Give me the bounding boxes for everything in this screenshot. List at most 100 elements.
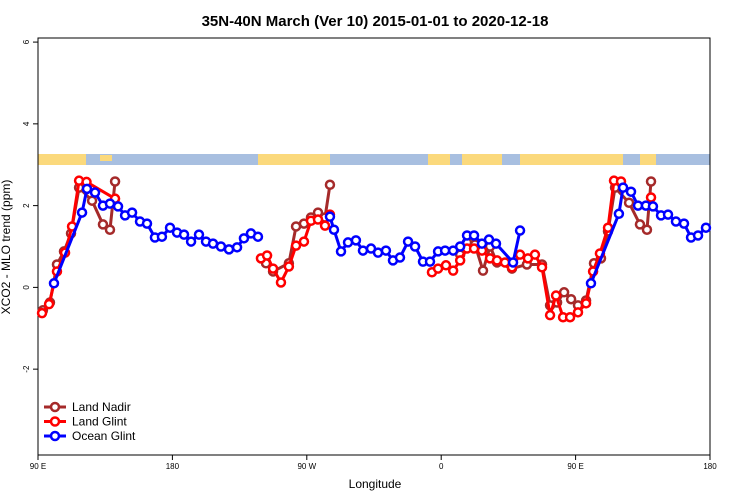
data-point xyxy=(507,257,519,268)
data-point xyxy=(454,255,466,266)
data-point xyxy=(238,233,250,244)
y-tick-label: -2 xyxy=(22,365,31,373)
data-point xyxy=(529,249,541,260)
data-point xyxy=(394,252,406,263)
data-point xyxy=(185,236,197,247)
data-point xyxy=(564,311,576,323)
data-point xyxy=(623,197,635,209)
data-point xyxy=(440,260,452,271)
legend-marker xyxy=(49,430,61,442)
data-point xyxy=(439,245,451,256)
data-point xyxy=(231,242,243,253)
data-point xyxy=(357,245,369,256)
data-point xyxy=(283,261,295,272)
data-point xyxy=(536,262,548,273)
data-point xyxy=(267,263,279,274)
y-tick-label: 4 xyxy=(22,121,31,126)
data-point xyxy=(477,265,489,276)
data-point xyxy=(544,309,556,321)
data-point xyxy=(645,176,657,187)
data-point xyxy=(647,201,659,212)
data-point xyxy=(109,176,121,187)
data-point xyxy=(252,231,264,242)
data-point xyxy=(565,293,577,305)
data-point xyxy=(350,235,362,246)
data-point xyxy=(86,195,98,206)
y-tick-label: 6 xyxy=(22,39,31,44)
data-point xyxy=(447,265,459,276)
x-tick-label: 90 E xyxy=(567,462,583,471)
data-point xyxy=(514,225,526,236)
data-point xyxy=(112,201,124,212)
data-point xyxy=(328,224,340,235)
data-point xyxy=(156,231,168,242)
data-point xyxy=(36,307,48,319)
data-point xyxy=(76,207,88,218)
data-point xyxy=(402,236,414,247)
legend-label: Ocean Glint xyxy=(72,429,136,443)
series xyxy=(48,182,712,289)
data-point xyxy=(634,219,646,230)
y-tick-label: 2 xyxy=(22,203,31,208)
data-point xyxy=(692,230,704,241)
legend-label: Land Glint xyxy=(72,415,127,429)
x-tick-label: 180 xyxy=(166,462,180,471)
data-point xyxy=(380,245,392,256)
data-point xyxy=(490,238,502,249)
chart-title: 35N-40N March (Ver 10) 2015-01-01 to 202… xyxy=(202,13,549,30)
data-point xyxy=(275,277,287,288)
data-point xyxy=(164,222,176,233)
data-point xyxy=(97,219,109,230)
x-tick-label: 90 E xyxy=(30,462,46,471)
data-point xyxy=(572,307,584,318)
data-point xyxy=(613,208,625,220)
data-point xyxy=(89,187,101,198)
data-point xyxy=(670,216,682,227)
data-point xyxy=(104,224,116,235)
data-point xyxy=(454,241,466,252)
data-point xyxy=(625,186,637,197)
legend-marker xyxy=(49,401,61,413)
y-tick-label: 0 xyxy=(22,285,31,290)
data-point xyxy=(319,220,331,231)
data-point xyxy=(104,198,116,209)
x-tick-label: 90 W xyxy=(297,462,316,471)
legend-label: Land Nadir xyxy=(72,400,131,414)
data-point xyxy=(550,290,562,301)
data-point xyxy=(641,224,653,235)
data-point xyxy=(43,298,55,310)
data-point xyxy=(617,182,629,193)
data-point xyxy=(645,192,657,203)
map-strip xyxy=(38,154,710,165)
data-point xyxy=(81,183,93,195)
data-point xyxy=(409,241,421,252)
data-point xyxy=(178,229,190,240)
data-point xyxy=(558,287,570,298)
data-point xyxy=(678,218,690,229)
data-point xyxy=(193,229,205,240)
data-point xyxy=(335,246,347,257)
data-point xyxy=(424,256,436,267)
data-point xyxy=(585,278,597,289)
data-point xyxy=(312,214,324,225)
data-point xyxy=(261,250,273,261)
data-point xyxy=(48,278,60,289)
data-point xyxy=(324,179,336,191)
data-point xyxy=(324,211,336,222)
x-tick-label: 0 xyxy=(439,462,444,471)
data-point xyxy=(298,236,310,247)
data-point xyxy=(141,218,153,229)
legend-marker xyxy=(49,416,61,427)
data-point xyxy=(580,298,592,309)
series xyxy=(36,175,657,323)
x-tick-label: 180 xyxy=(703,462,717,471)
data-point xyxy=(290,240,302,251)
data-point xyxy=(700,222,712,233)
data-point xyxy=(468,230,480,241)
x-axis-label: Longitude xyxy=(349,477,402,491)
plot-frame xyxy=(37,37,711,456)
data-point xyxy=(215,241,227,252)
data-point xyxy=(662,209,674,220)
